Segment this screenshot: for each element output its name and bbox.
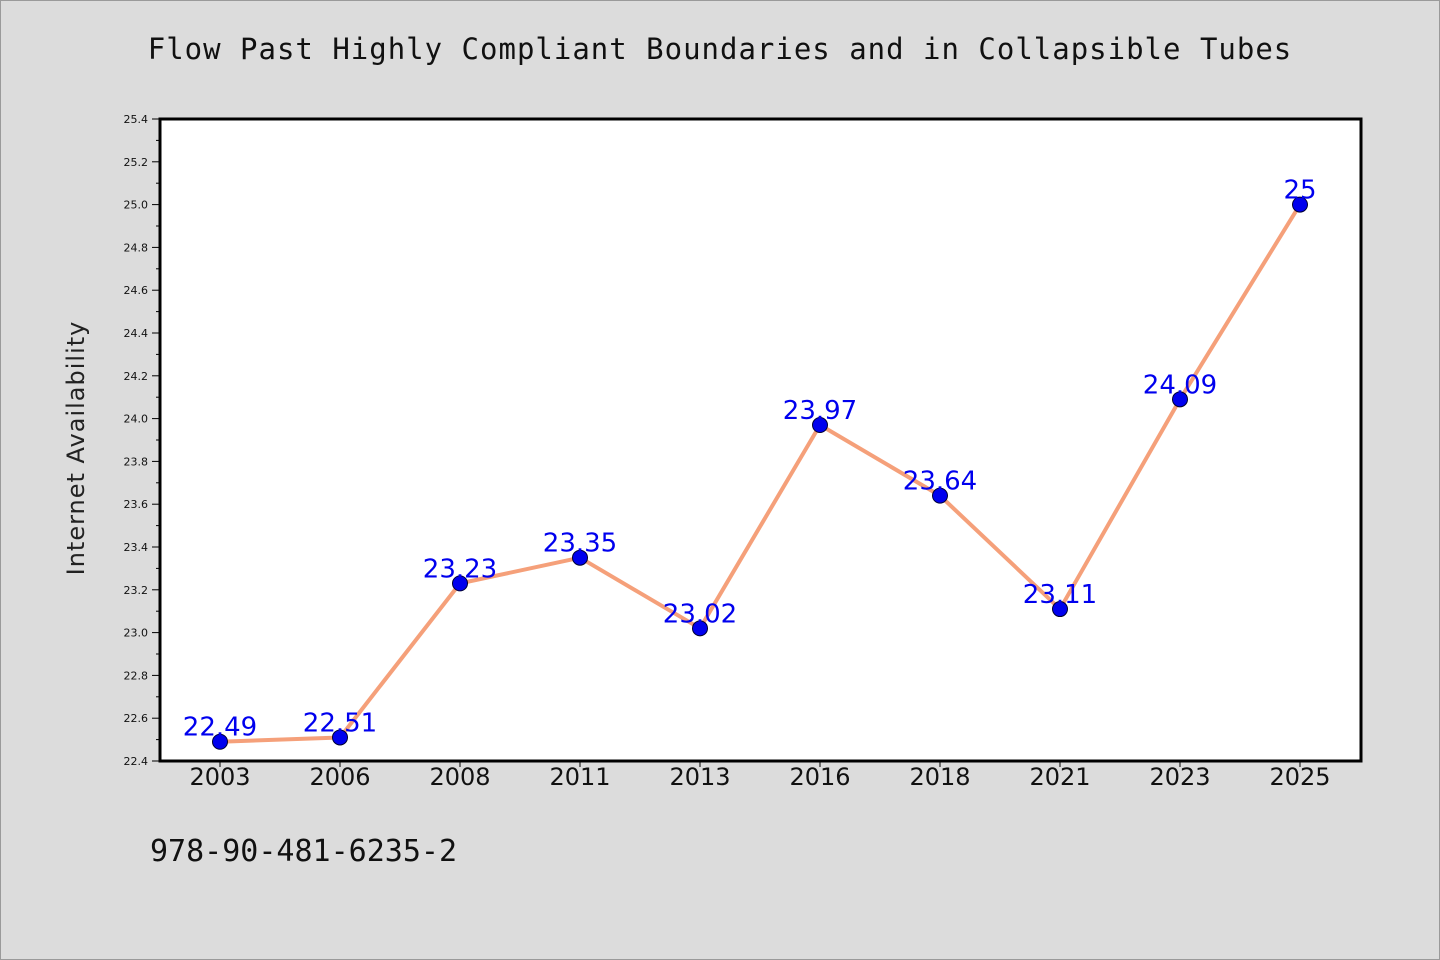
x-axis: 2003 2006 2008 2011 2013 2016 2018 2021 2023 2025: [189, 761, 1331, 791]
series-layer: 22.49 22.51 23.23 23.35 23.02 23.97 23.64 23.11…: [183, 176, 1317, 750]
data-label: 25: [1283, 176, 1316, 206]
x-tick-label: 2023: [1149, 763, 1210, 791]
y-tick-label: 24.2: [124, 370, 149, 383]
y-tick-label: 24.0: [124, 413, 149, 426]
x-tick-label: 2021: [1029, 763, 1090, 791]
y-tick-label: 23.0: [124, 627, 149, 640]
y-tick-label: 22.8: [124, 669, 149, 682]
data-point: [932, 487, 948, 504]
y-tick-label: 24.4: [124, 327, 149, 340]
plot-area: [158, 117, 1363, 763]
x-tick-label: 2016: [789, 763, 850, 791]
data-label: 24.09: [1143, 370, 1217, 400]
data-point: [692, 620, 708, 637]
y-tick-label: 23.6: [124, 498, 149, 511]
y-tick-label: 23.2: [124, 584, 149, 597]
chart-title: Flow Past Highly Compliant Boundaries an…: [147, 32, 1293, 66]
data-label: 23.97: [783, 396, 857, 426]
isbn-text: 978-90-481-6235-2: [150, 834, 458, 869]
x-tick-label: 2003: [189, 763, 250, 791]
data-point: [1172, 391, 1188, 408]
data-label: 23.64: [903, 467, 977, 497]
data-point: [572, 549, 588, 566]
y-tick-label: 25.0: [124, 199, 149, 212]
data-label: 22.49: [183, 713, 257, 743]
y-tick-label: 25.2: [124, 156, 149, 169]
data-point: [452, 575, 468, 592]
y-tick-label: 22.4: [124, 755, 149, 768]
y-tick-label: 24.6: [124, 284, 149, 297]
x-tick-label: 2013: [669, 763, 730, 791]
data-label: 23.23: [423, 554, 497, 584]
data-point: [1052, 601, 1068, 618]
data-label: 23.02: [663, 599, 737, 629]
y-tick-label: 23.8: [124, 455, 149, 468]
series-line: [218, 202, 1302, 744]
y-tick-label: 25.4: [124, 113, 149, 126]
data-point: [332, 729, 348, 746]
x-tick-label: 2006: [309, 763, 370, 791]
data-point: [812, 417, 828, 434]
data-label: 23.11: [1023, 580, 1097, 610]
y-tick-label: 23.4: [124, 541, 149, 554]
x-tick-label: 2018: [909, 763, 970, 791]
data-point: [1292, 196, 1308, 213]
y-tick-label: 22.6: [124, 712, 149, 725]
data-label: 23.35: [543, 529, 617, 559]
x-tick-label: 2008: [429, 763, 490, 791]
x-tick-label: 2011: [549, 763, 610, 791]
data-point: [212, 733, 228, 750]
y-tick-label: 24.8: [124, 241, 149, 254]
y-axis: 22.4 22.6 22.8 23.0 23.2 23.4 23.6 23.8 24.0 24.2…: [124, 113, 160, 768]
x-tick-label: 2025: [1269, 763, 1330, 791]
data-label: 22.51: [303, 708, 377, 738]
